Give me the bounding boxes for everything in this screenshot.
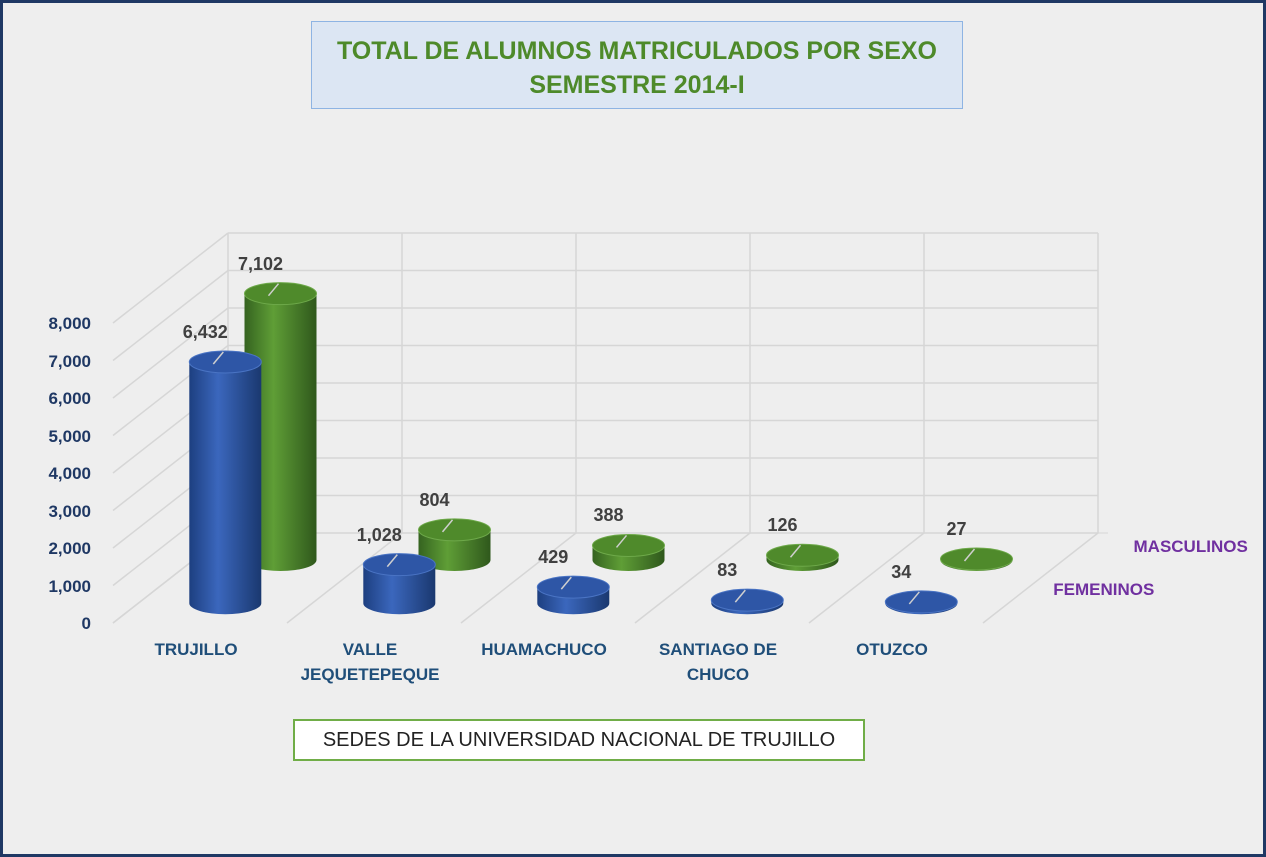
x-tick-label: HUAMACHUCO xyxy=(481,640,607,659)
y-tick-label: 3,000 xyxy=(48,501,91,521)
leader-line xyxy=(615,534,628,548)
y-tick-label: 8,000 xyxy=(48,314,91,333)
y-tick-label: 6,000 xyxy=(48,389,91,408)
leader-line xyxy=(212,351,224,365)
grid-line xyxy=(112,269,229,362)
value-label: 388 xyxy=(593,505,624,526)
value-label: 804 xyxy=(419,489,450,510)
legend-label: FEMENINOS xyxy=(1053,580,1155,600)
bar-top xyxy=(940,547,1013,571)
value-label: 7,102 xyxy=(237,253,284,274)
value-label: 34 xyxy=(891,561,912,582)
x-tick-label: VALLE JEQUETEPEQUE xyxy=(300,640,440,684)
plot xyxy=(112,232,1108,624)
leader-line xyxy=(386,554,398,568)
bar-top xyxy=(188,350,262,374)
y-tick-label: 5,000 xyxy=(48,426,91,446)
y-tick-label: 2,000 xyxy=(48,539,91,558)
value-label: 27 xyxy=(946,518,967,539)
leader-line xyxy=(560,576,572,590)
bar-top xyxy=(362,553,436,577)
y-tick-label: 1,000 xyxy=(48,576,91,596)
x-tick-label: TRUJILLO xyxy=(154,640,238,659)
bar-top xyxy=(710,588,784,612)
bar-top xyxy=(884,590,958,614)
bar-top xyxy=(418,518,491,542)
grid-line xyxy=(112,232,229,324)
x-tick-label: SANTIAGO DE CHUCO xyxy=(658,640,778,684)
bar-top xyxy=(766,543,839,567)
y-tick-label: 0 xyxy=(81,614,91,633)
bar xyxy=(189,362,262,615)
leader-line xyxy=(734,589,746,603)
y-tick-label: 7,000 xyxy=(48,351,91,371)
value-label: 429 xyxy=(538,547,569,568)
floor-line xyxy=(634,532,751,624)
leader-line xyxy=(267,283,280,297)
value-label: 6,432 xyxy=(182,322,228,342)
bar-top xyxy=(244,282,317,306)
bar xyxy=(363,564,436,615)
bar-top xyxy=(536,575,610,599)
value-label: 126 xyxy=(767,515,798,536)
floor-line xyxy=(460,532,577,624)
floor-line xyxy=(982,532,1099,624)
leader-line xyxy=(441,519,454,533)
y-tick-label: 4,000 xyxy=(48,464,91,483)
bar xyxy=(418,529,491,571)
x-axis-title: SEDES DE LA UNIVERSIDAD NACIONAL DE TRUJ… xyxy=(293,719,865,761)
leader-line xyxy=(908,591,920,605)
leader-line xyxy=(789,544,802,558)
title-line: SEMESTRE 2014-I xyxy=(529,71,745,99)
value-label: 1,028 xyxy=(356,524,402,545)
x-tick-label: OTUZCO xyxy=(856,640,928,659)
floor-line xyxy=(286,532,403,624)
title-box: TOTAL DE ALUMNOS MATRICULADOS POR SEXO SE… xyxy=(311,21,963,109)
value-label: 83 xyxy=(717,560,738,581)
floor-line xyxy=(808,532,925,624)
legend-label: MASCULINOS xyxy=(1133,537,1248,556)
bar xyxy=(244,293,317,571)
bar-top xyxy=(592,533,665,557)
leader-line xyxy=(963,548,976,562)
grid-line xyxy=(112,307,229,399)
title-line: TOTAL DE ALUMNOS MATRICULADOS POR SEXO xyxy=(336,37,937,65)
